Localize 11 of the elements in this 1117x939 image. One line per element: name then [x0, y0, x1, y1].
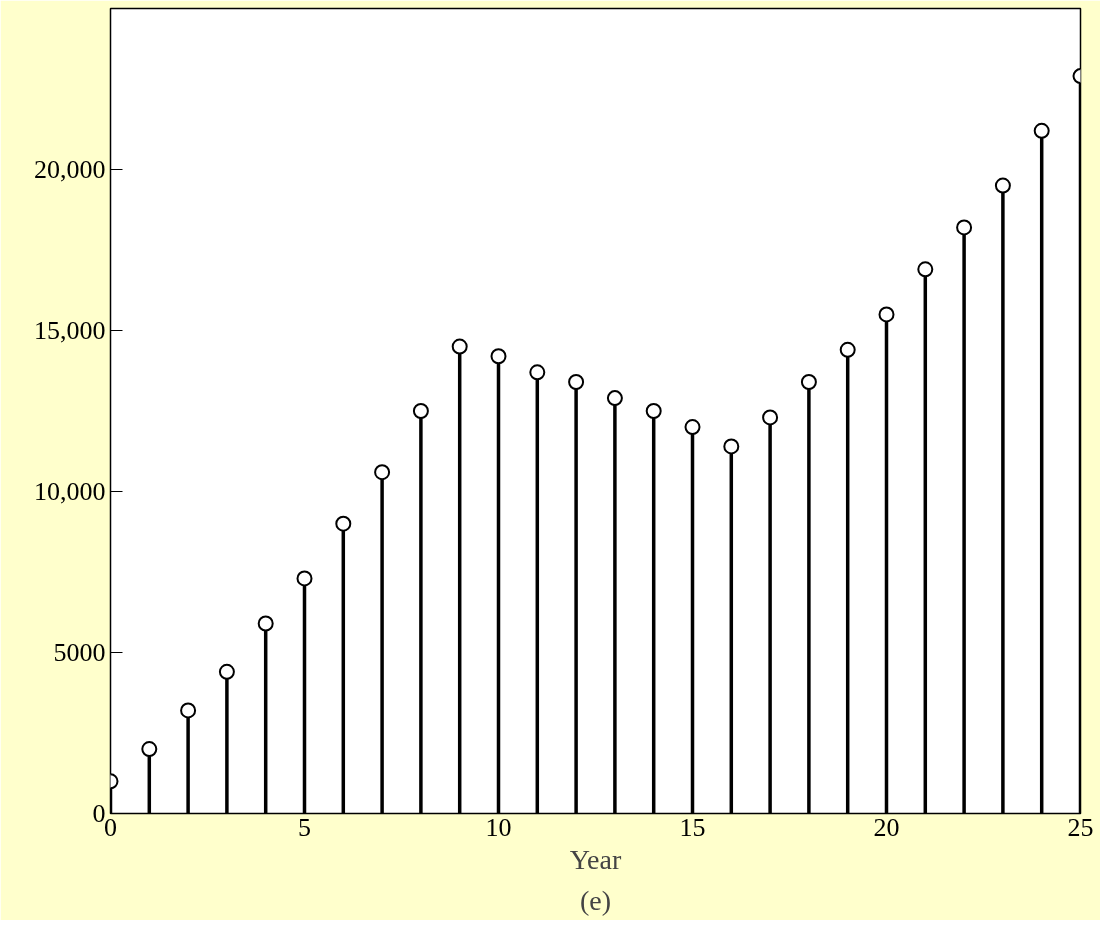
x-tick-label: 25 [1067, 812, 1094, 842]
y-tick-label: 10,000 [34, 477, 106, 506]
y-tick-label: 5000 [53, 638, 106, 667]
x-tick-label: 15 [679, 812, 706, 842]
x-axis-title: Year [569, 843, 622, 875]
y-tick-label: 15,000 [34, 316, 106, 345]
y-tick-label: 20,000 [34, 155, 106, 184]
text: (e) [579, 884, 612, 916]
x-tick-label: 20 [873, 812, 900, 842]
x-tick-label: 5 [298, 812, 311, 842]
x-tick-label: 10 [485, 812, 512, 842]
